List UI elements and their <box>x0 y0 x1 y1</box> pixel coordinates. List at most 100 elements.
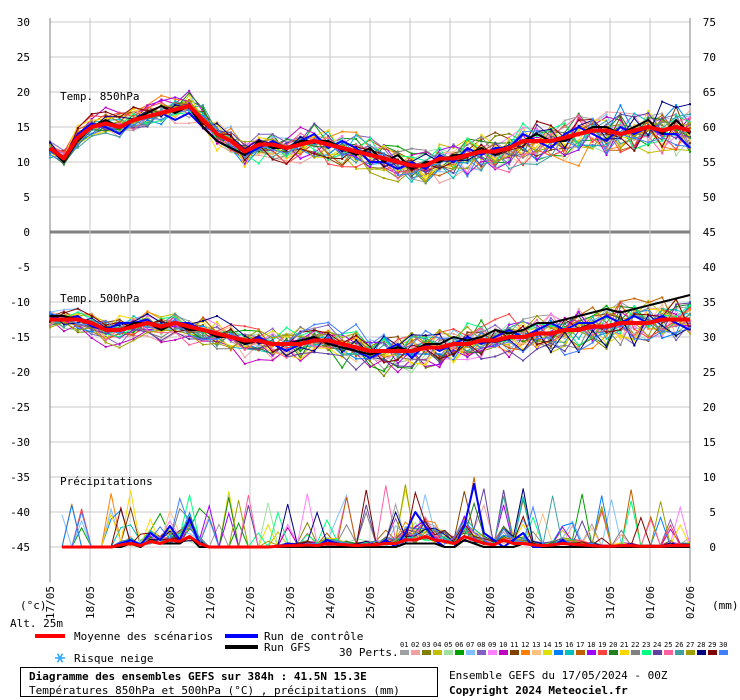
member-point <box>424 363 427 366</box>
member-point <box>549 317 552 320</box>
member-point <box>49 141 51 144</box>
member-point <box>160 109 163 112</box>
member-point <box>271 327 274 330</box>
member-point <box>104 336 107 339</box>
pert-swatch <box>521 650 530 655</box>
member-point <box>215 142 218 145</box>
member-point <box>257 358 260 361</box>
member-point <box>132 108 135 111</box>
member-point <box>188 334 191 337</box>
left-tick-label: 0 <box>23 226 30 239</box>
member-point <box>661 139 664 142</box>
member-point <box>675 106 678 109</box>
member-point <box>202 343 205 346</box>
member-point <box>577 310 580 313</box>
member-point <box>494 345 497 348</box>
member-point <box>647 112 650 115</box>
member-point <box>480 158 483 161</box>
member-point <box>577 139 580 142</box>
member-point <box>229 331 232 334</box>
member-point <box>243 333 246 336</box>
member-point <box>229 340 232 343</box>
member-point <box>591 122 594 125</box>
member-point <box>508 323 511 326</box>
member-point <box>188 90 191 93</box>
precip-mean-line <box>62 535 690 549</box>
pert-swatch <box>587 650 596 655</box>
pert-number: 05 <box>444 641 452 649</box>
member-point <box>549 144 552 147</box>
member-point <box>480 140 483 143</box>
member-point <box>369 347 371 350</box>
member-point <box>438 168 441 171</box>
member-point <box>174 113 177 116</box>
precip-gfs-line <box>62 535 690 548</box>
member-point <box>689 113 691 116</box>
member-point <box>689 304 691 307</box>
member-point <box>605 330 608 333</box>
member-point <box>675 334 678 337</box>
member-point <box>118 326 121 329</box>
member-point <box>382 343 385 346</box>
member-point <box>661 116 664 119</box>
member-point <box>355 144 358 147</box>
member-point <box>410 176 413 179</box>
right-lower-tick-label: 15 <box>703 436 716 449</box>
member-point <box>633 297 636 300</box>
member-point <box>257 334 260 337</box>
member-point <box>132 126 135 129</box>
member-point <box>591 121 594 124</box>
pert-swatch <box>697 650 706 655</box>
member-point <box>118 335 121 338</box>
member-point <box>341 150 344 153</box>
member-point <box>563 332 566 335</box>
member-point <box>174 319 177 322</box>
member-point <box>675 137 678 140</box>
x-tick-label: 23/05 <box>284 586 297 619</box>
member-point <box>160 331 163 334</box>
member-point <box>215 344 218 347</box>
member-point <box>605 123 608 126</box>
member-point <box>647 121 650 124</box>
member-point <box>285 141 288 144</box>
member-point <box>494 332 497 335</box>
member-point <box>689 103 691 106</box>
member-point <box>410 367 413 370</box>
member-point <box>494 324 497 327</box>
member-point <box>675 309 678 312</box>
member-point <box>229 323 232 326</box>
member-point <box>466 159 469 162</box>
x-tick-label: 20/05 <box>164 586 177 619</box>
member-point <box>647 336 650 339</box>
member-point <box>396 371 399 374</box>
member-point <box>355 138 358 141</box>
member-point <box>174 325 177 328</box>
member-point <box>647 141 650 144</box>
member-point <box>369 166 371 169</box>
member-point <box>243 329 246 332</box>
member-point <box>396 145 399 148</box>
member-point <box>396 174 399 177</box>
member-point <box>229 125 232 128</box>
member-point <box>132 106 135 109</box>
member-point <box>215 323 218 326</box>
member-point <box>62 149 65 152</box>
member-point <box>327 349 330 352</box>
member-point <box>355 357 358 360</box>
member-point <box>271 357 274 360</box>
member-point <box>62 151 65 154</box>
member-point <box>188 109 191 112</box>
member-point <box>146 108 149 111</box>
member-point <box>549 130 552 133</box>
left-tick-label: 30 <box>17 16 30 29</box>
member-point <box>90 316 93 319</box>
member-point <box>257 342 260 345</box>
member-point <box>257 329 260 332</box>
member-point <box>424 365 427 368</box>
member-point <box>577 347 580 350</box>
left-tick-label: -10 <box>10 296 30 309</box>
member-point <box>299 136 302 139</box>
member-point <box>675 129 678 132</box>
pert-swatch <box>554 650 563 655</box>
